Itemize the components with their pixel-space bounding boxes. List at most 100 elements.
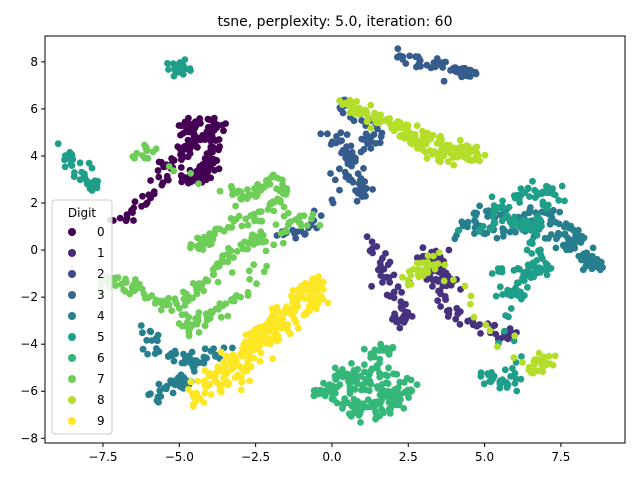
data-point-digit-6 [365,387,373,395]
legend-marker-6 [68,354,76,362]
data-point-digit-7 [187,244,194,252]
data-point-digit-9 [269,308,277,316]
data-point-digit-2 [367,134,375,141]
data-point-digit-7 [165,301,173,309]
data-point-digit-6 [361,368,368,376]
data-point-digit-0 [130,204,138,212]
data-point-digit-9 [237,386,245,394]
data-point-digit-4 [520,277,528,285]
data-point-digit-7 [187,322,195,330]
data-point-digit-8 [450,276,457,284]
data-point-digit-3 [473,209,481,217]
data-point-digit-6 [351,385,358,393]
data-point-digit-6 [367,380,375,388]
data-point-digit-6 [346,390,354,397]
data-point-digit-8 [398,124,406,131]
data-point-digit-5 [503,211,511,219]
data-point-digit-6 [376,373,384,381]
data-point-digit-1 [396,324,404,332]
data-point-digit-3 [171,380,179,388]
data-point-digit-0 [180,153,187,161]
data-point-digit-4 [181,56,189,63]
legend-label-7: 7 [97,372,105,386]
data-point-digit-6 [376,400,384,408]
data-point-digit-1 [401,317,409,325]
data-point-digit-7 [219,302,227,310]
data-point-digit-7 [303,222,311,229]
data-point-digit-7 [244,221,252,229]
data-point-digit-4 [511,370,519,377]
data-point-digit-2 [412,53,420,61]
data-point-digit-7 [255,217,263,225]
data-point-digit-8 [404,125,411,132]
legend-label-6: 6 [97,351,105,365]
data-point-digit-2 [338,137,345,145]
data-point-digit-5 [543,271,551,279]
data-point-digit-8 [540,353,548,361]
data-point-digit-2 [317,212,325,220]
data-point-digit-7 [244,186,251,193]
plot-frame [44,35,626,444]
data-point-digit-3 [556,208,564,216]
data-point-digit-9 [306,302,313,310]
data-point-digit-1 [408,313,416,320]
data-point-digit-8 [481,151,489,159]
data-point-digit-2 [336,165,343,173]
data-point-digit-9 [228,360,236,368]
data-point-digit-9 [201,377,208,385]
data-point-digit-3 [201,345,209,353]
data-point-digit-8 [423,155,431,162]
data-point-digit-3 [451,235,459,243]
data-point-digit-6 [387,395,395,403]
data-point-digit-6 [324,382,332,390]
data-point-digit-6 [385,351,393,358]
data-point-digit-7 [128,284,136,291]
data-point-digit-5 [528,250,536,257]
data-point-digit-8 [411,134,419,141]
data-point-digit-6 [358,386,365,394]
data-point-digit-1 [454,310,462,318]
data-point-digit-8 [355,111,363,118]
data-point-digit-2 [344,160,352,168]
data-point-digit-0 [204,123,212,131]
data-point-digit-2 [402,60,410,67]
data-point-digit-2 [406,52,413,60]
data-point-digit-6 [353,376,360,384]
y-tick-label: −4 [20,337,38,351]
data-point-digit-4 [496,384,504,392]
data-point-digit-9 [246,377,254,385]
data-point-digit-5 [489,221,497,229]
data-point-digit-8 [437,132,444,140]
data-point-digit-4 [499,291,507,298]
data-point-digit-3 [181,359,188,367]
data-point-digit-6 [336,381,344,388]
data-point-digit-6 [321,388,329,396]
data-point-digit-9 [187,378,195,386]
data-point-digit-7 [205,241,213,249]
data-point-digit-3 [569,226,577,234]
data-point-digit-7 [203,316,211,324]
data-point-digit-9 [287,292,295,300]
data-point-digit-9 [285,306,292,314]
data-point-digit-0 [215,146,223,154]
data-point-digit-3 [578,237,585,244]
data-point-digit-0 [215,165,223,173]
data-point-digit-7 [252,193,260,201]
data-point-digit-6 [358,405,366,413]
data-point-digit-4 [524,283,531,291]
data-point-digit-0 [184,128,192,136]
data-point-digit-3 [180,374,188,382]
data-point-digit-7 [257,228,265,236]
data-point-digit-3 [190,357,197,364]
data-point-digit-9 [216,382,224,390]
data-point-digit-9 [247,337,255,344]
data-point-digit-7 [187,170,195,177]
data-point-digit-3 [229,344,236,352]
data-point-digit-0 [205,151,213,159]
data-point-digit-9 [294,324,302,332]
data-point-digit-0 [205,157,213,165]
data-point-digit-4 [70,173,78,181]
data-point-digit-1 [368,282,375,290]
data-point-digit-8 [511,332,519,340]
data-point-digit-2 [431,63,439,71]
